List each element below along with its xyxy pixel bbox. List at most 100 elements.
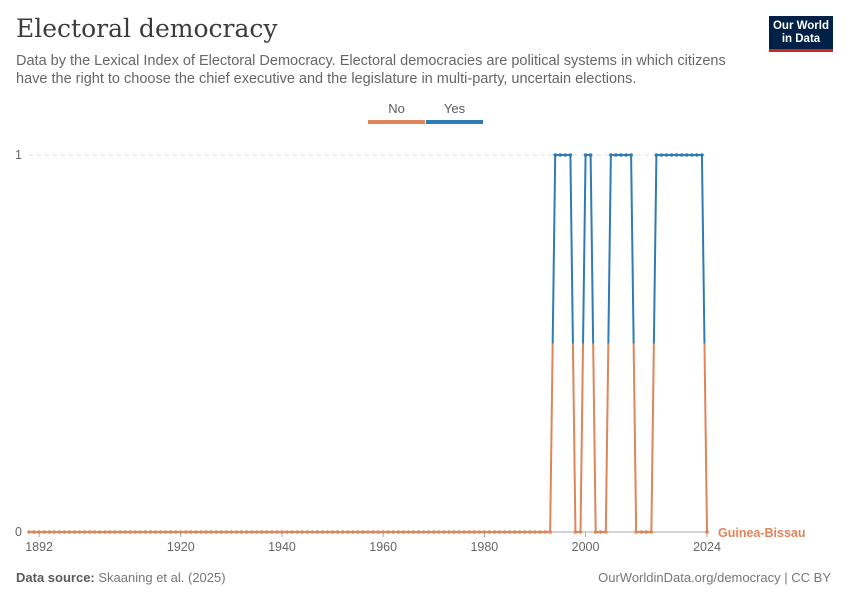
data-point <box>649 530 654 534</box>
data-point <box>280 530 284 534</box>
data-point <box>629 153 633 157</box>
series-segment <box>569 154 574 344</box>
data-point <box>163 530 168 534</box>
legend-label-no: No <box>388 101 405 116</box>
data-point <box>679 153 684 157</box>
data-point <box>700 153 704 157</box>
data-point <box>583 153 588 157</box>
data-point <box>426 530 431 534</box>
data-point <box>249 530 254 534</box>
data-point <box>523 530 527 534</box>
data-point <box>690 153 694 157</box>
data-point <box>568 153 573 157</box>
data-point <box>593 530 598 534</box>
series-segment <box>632 343 638 533</box>
data-point <box>219 530 224 534</box>
data-point <box>108 530 112 534</box>
data-point <box>285 530 289 534</box>
data-point <box>639 530 644 534</box>
data-point <box>82 530 87 534</box>
owid-logo[interactable]: Our World in Data <box>769 16 833 52</box>
data-point <box>57 530 62 534</box>
data-point <box>209 530 213 534</box>
data-point <box>224 530 229 534</box>
data-source-text[interactable]: Skaaning et al. (2025) <box>98 570 226 585</box>
data-point <box>128 530 132 534</box>
data-point <box>310 530 315 534</box>
series-segment <box>582 154 587 344</box>
data-point <box>47 530 52 534</box>
data-point <box>168 530 173 534</box>
series-segment <box>571 343 577 533</box>
data-point <box>416 530 421 534</box>
chart-subtitle: Data by the Lexical Index of Electoral D… <box>16 53 726 87</box>
data-point <box>452 530 456 534</box>
data-point <box>624 153 628 157</box>
data-point <box>573 530 578 534</box>
data-point <box>153 530 158 534</box>
data-point <box>431 530 436 534</box>
data-point <box>229 530 234 534</box>
data-point <box>644 530 649 534</box>
data-point <box>528 530 532 534</box>
data-point <box>72 530 77 534</box>
data-point <box>189 530 193 534</box>
data-point <box>578 530 583 534</box>
series-label: Guinea-Bissau <box>718 526 806 540</box>
data-point <box>92 530 97 534</box>
series-segment <box>607 154 612 344</box>
data-point <box>371 530 375 534</box>
data-point <box>614 153 618 157</box>
data-point <box>533 530 537 534</box>
footer-link[interactable]: OurWorldinData.org/democracy | CC BY <box>598 570 831 585</box>
data-point <box>492 530 497 534</box>
legend-label-yes: Yes <box>443 101 466 116</box>
data-point <box>214 530 219 534</box>
data-point <box>482 530 487 534</box>
data-point <box>133 530 138 534</box>
data-point <box>123 530 127 534</box>
series-segment <box>604 343 610 533</box>
legend-swatch-no <box>368 120 425 124</box>
series-segment <box>652 154 658 344</box>
data-point <box>178 530 183 534</box>
data-point <box>396 530 401 534</box>
legend-item-no[interactable]: No <box>368 101 425 125</box>
data-point <box>244 530 249 534</box>
data-point <box>270 530 274 534</box>
data-point <box>391 530 396 534</box>
data-point <box>330 530 335 534</box>
data-point <box>194 530 198 534</box>
data-point <box>558 153 563 157</box>
series-segment <box>703 343 708 533</box>
data-point <box>138 530 143 534</box>
legend: No Yes <box>368 101 484 125</box>
series-segment <box>630 154 635 344</box>
data-point <box>588 153 593 157</box>
data-point <box>351 530 355 534</box>
data-point <box>356 530 360 534</box>
legend-item-yes[interactable]: Yes <box>426 101 483 125</box>
data-source-label: Data source: <box>16 570 95 585</box>
data-point <box>659 153 664 157</box>
data-point <box>62 530 67 534</box>
data-point <box>98 530 102 534</box>
data-point <box>87 530 92 534</box>
logo-line-1: Our World <box>772 20 829 32</box>
data-point <box>401 530 406 534</box>
data-point <box>517 530 522 534</box>
data-point <box>437 530 441 534</box>
x-tick-label: 2000 <box>572 540 600 554</box>
data-point <box>295 530 299 534</box>
data-point <box>158 530 163 534</box>
data-point <box>477 530 482 534</box>
logo-line-2: in Data <box>781 33 821 45</box>
data-point <box>77 530 82 534</box>
data-point <box>467 530 471 534</box>
data-point <box>381 530 385 534</box>
data-point <box>254 530 259 534</box>
data-point <box>654 153 659 157</box>
series-segment <box>579 343 585 533</box>
data-point <box>447 530 451 534</box>
